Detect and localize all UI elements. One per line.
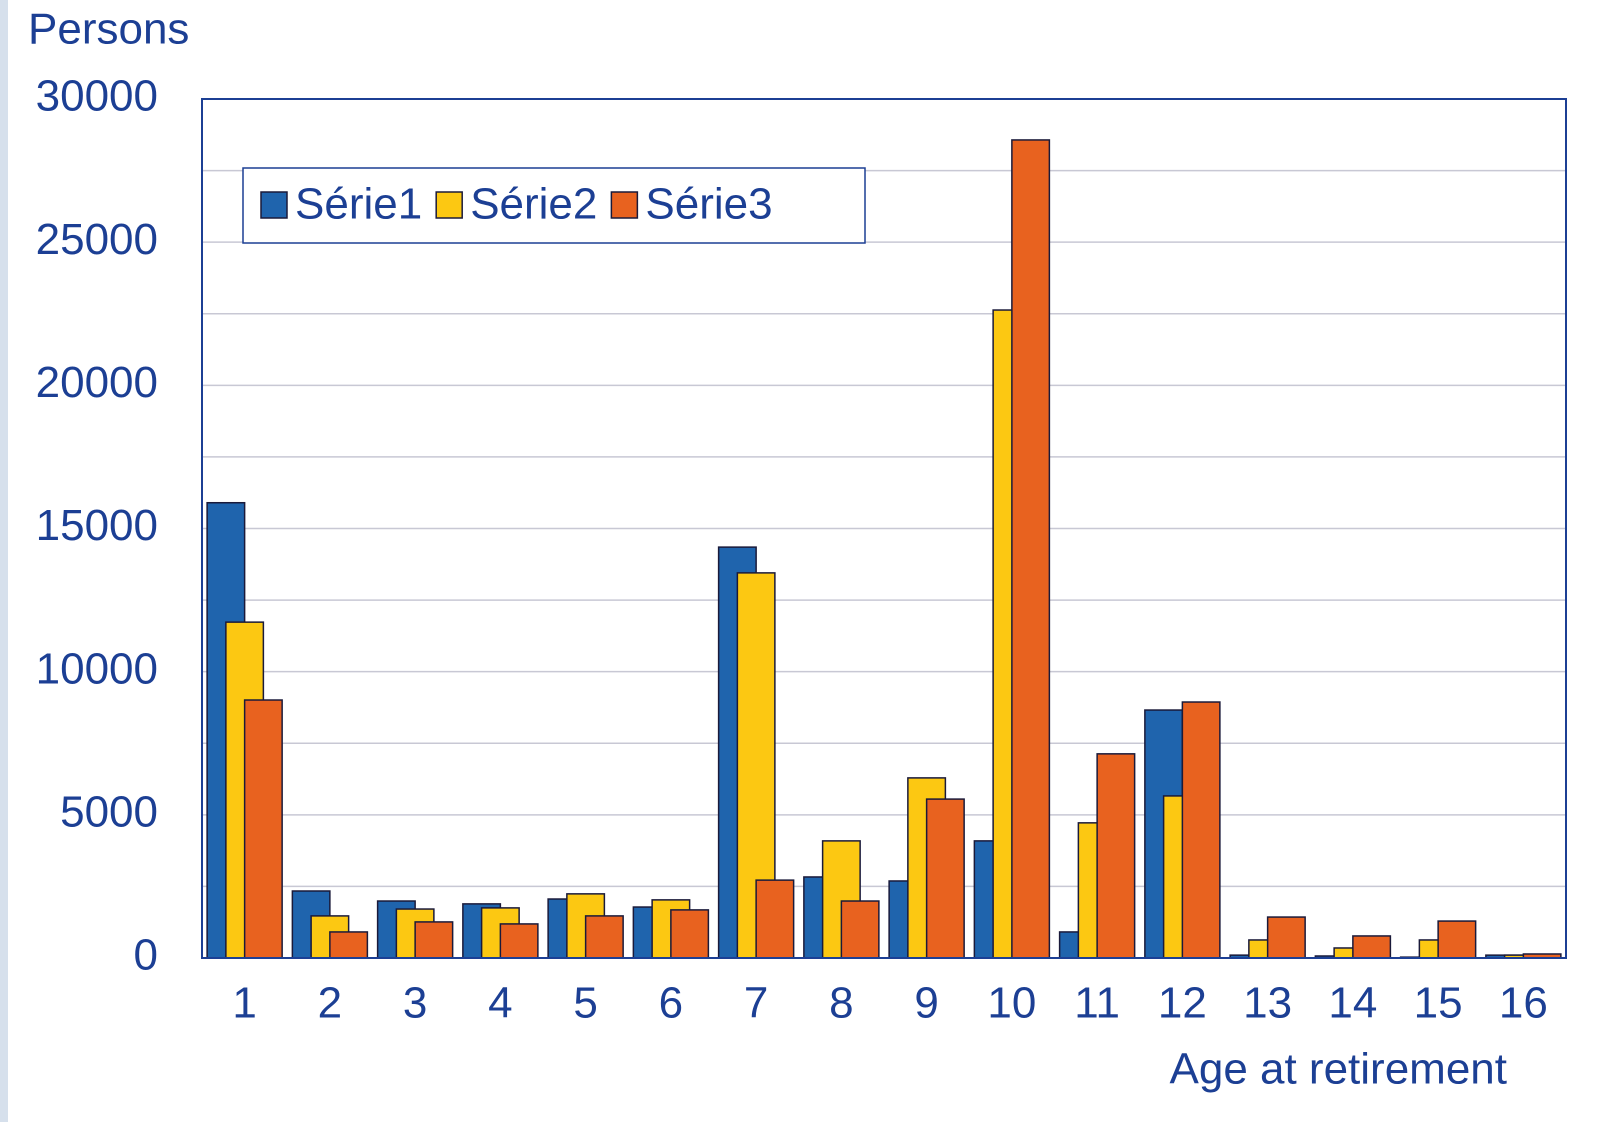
x-tick-label: 1 bbox=[232, 979, 256, 1028]
bar bbox=[243, 699, 283, 959]
x-tick-label: 13 bbox=[1243, 979, 1292, 1028]
side-strip bbox=[0, 0, 8, 1122]
bar bbox=[1096, 753, 1136, 959]
x-tick-label: 16 bbox=[1499, 979, 1548, 1028]
x-tick-label: 2 bbox=[318, 979, 342, 1028]
x-tick-label: 7 bbox=[744, 979, 768, 1028]
x-tick-label: 4 bbox=[488, 979, 512, 1028]
bar bbox=[1266, 916, 1306, 959]
x-tick-label: 11 bbox=[1074, 979, 1120, 1028]
y-tick-label: 30000 bbox=[36, 72, 158, 121]
bar bbox=[1352, 935, 1392, 959]
bar bbox=[414, 921, 454, 959]
x-tick-label: 3 bbox=[403, 979, 427, 1028]
x-tick-label: 12 bbox=[1158, 979, 1207, 1028]
x-tick-label: 14 bbox=[1328, 979, 1377, 1028]
legend-swatch bbox=[435, 191, 463, 219]
bar bbox=[840, 900, 880, 959]
legend-swatch bbox=[610, 191, 639, 219]
y-tick-label: 0 bbox=[134, 931, 158, 980]
x-tick-label: 5 bbox=[573, 979, 597, 1028]
y-tick-label: 25000 bbox=[36, 215, 158, 264]
bar bbox=[1181, 701, 1221, 959]
legend-swatch bbox=[260, 191, 288, 219]
bar bbox=[584, 915, 624, 959]
legend-label: Série2 bbox=[470, 180, 597, 229]
legend-label: Série3 bbox=[645, 180, 772, 229]
y-tick-label: 15000 bbox=[36, 501, 158, 550]
x-tick-label: 15 bbox=[1414, 979, 1463, 1028]
bar bbox=[925, 798, 965, 959]
y-tick-label: 10000 bbox=[36, 644, 158, 693]
legend-label: Série1 bbox=[295, 180, 422, 229]
x-axis-label: Age at retirement bbox=[1170, 1045, 1508, 1094]
legend-box bbox=[242, 167, 866, 244]
bar bbox=[499, 923, 539, 959]
bar bbox=[1011, 139, 1051, 959]
x-tick-label: 10 bbox=[987, 979, 1036, 1028]
y-axis-label: Persons bbox=[28, 5, 189, 54]
x-tick-label: 6 bbox=[659, 979, 683, 1028]
x-tick-label: 8 bbox=[829, 979, 853, 1028]
bar bbox=[755, 879, 795, 959]
bar bbox=[670, 909, 710, 959]
y-tick-label: 20000 bbox=[36, 358, 158, 407]
plot-border bbox=[201, 98, 1567, 959]
y-tick-label: 5000 bbox=[60, 787, 158, 836]
bar bbox=[1437, 920, 1477, 959]
bar bbox=[329, 931, 369, 959]
x-tick-label: 9 bbox=[914, 979, 938, 1028]
